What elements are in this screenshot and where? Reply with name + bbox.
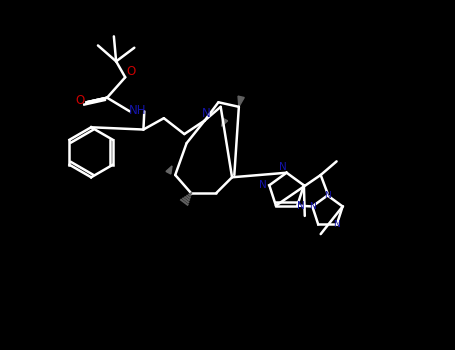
Text: N: N xyxy=(324,191,331,200)
Polygon shape xyxy=(238,96,244,107)
Text: N: N xyxy=(202,107,211,120)
Text: N: N xyxy=(297,201,305,211)
Polygon shape xyxy=(166,166,172,174)
Text: O: O xyxy=(75,94,84,107)
Text: N: N xyxy=(334,220,340,229)
Text: N: N xyxy=(309,202,316,211)
Text: O: O xyxy=(126,65,136,78)
Text: N: N xyxy=(258,180,266,190)
Text: N: N xyxy=(279,162,287,172)
Text: NH: NH xyxy=(129,104,147,117)
Polygon shape xyxy=(222,118,228,126)
